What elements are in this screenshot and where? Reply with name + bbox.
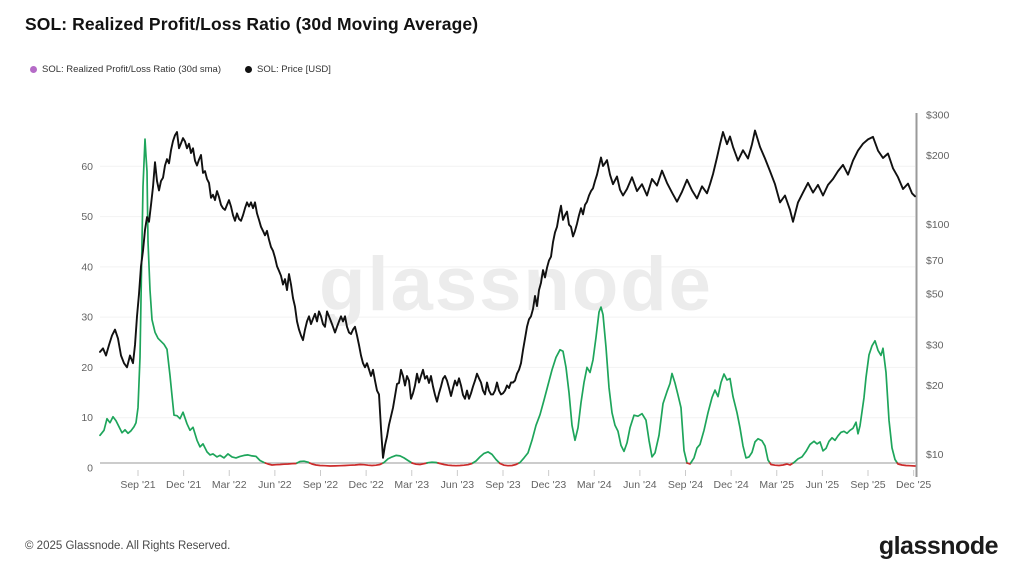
ratio-line-segment — [308, 462, 384, 467]
legend-item-price: SOL: Price [USD] — [245, 64, 331, 75]
x-tick-label: Dec '23 — [531, 479, 566, 491]
ratio-legend-label: SOL: Realized Profit/Loss Ratio (30d sma… — [42, 64, 221, 75]
footer-copyright: © 2025 Glassnode. All Rights Reserved. — [25, 540, 231, 552]
x-tick-label: Mar '23 — [394, 479, 429, 491]
x-tick-label: Mar '24 — [577, 479, 612, 491]
ratio-line-segment — [382, 454, 413, 464]
left-axis-tick-label: 10 — [81, 412, 93, 424]
x-tick-label: Jun '23 — [441, 479, 475, 491]
x-tick-label: Dec '22 — [348, 479, 383, 491]
x-tick-label: Sep '25 — [850, 479, 885, 491]
ratio-line-segment — [264, 462, 298, 466]
left-axis-tick-label: 50 — [81, 211, 93, 223]
ratio-line-segment — [498, 462, 520, 467]
ratio-line-segment — [769, 462, 795, 467]
left-axis-tick-label: 60 — [81, 161, 93, 173]
right-axis-tick-label: $50 — [926, 288, 944, 300]
ratio-legend-dot-icon — [30, 66, 37, 73]
x-tick-label: Sep '21 — [120, 479, 155, 491]
x-tick-label: Mar '25 — [759, 479, 794, 491]
ratio-line-segment — [437, 462, 474, 467]
glassnode-logo: glassnode — [878, 532, 999, 560]
ratio-line-segment — [518, 306, 688, 464]
right-axis-tick-label: $100 — [926, 219, 950, 231]
legend-item-ratio: SOL: Realized Profit/Loss Ratio (30d sma… — [30, 64, 221, 75]
ratio-line-segment — [689, 373, 771, 464]
right-axis-tick-label: $20 — [926, 380, 944, 392]
x-tick-label: Dec '25 — [896, 479, 931, 491]
x-tick-label: Sep '24 — [668, 479, 703, 491]
price-line — [99, 129, 916, 459]
ratio-line-segment — [296, 460, 311, 464]
x-tick-label: Sep '22 — [303, 479, 338, 491]
x-tick-label: Dec '24 — [713, 479, 748, 491]
left-axis-tick-label: 20 — [81, 362, 93, 374]
right-axis-tick-label: $300 — [926, 110, 950, 122]
right-axis-tick-label: $70 — [926, 255, 944, 267]
price-legend-label: SOL: Price [USD] — [257, 64, 331, 75]
right-axis-tick-label: $200 — [926, 150, 950, 162]
x-tick-label: Dec '21 — [166, 479, 201, 491]
price-legend-dot-icon — [245, 66, 252, 73]
left-axis-tick-label: 30 — [81, 312, 93, 324]
x-tick-label: Jun '24 — [623, 479, 657, 491]
x-tick-label: Jun '22 — [258, 479, 292, 491]
ratio-line-segment — [896, 462, 916, 467]
x-tick-label: Jun '25 — [806, 479, 840, 491]
watermark-text: glassnode — [319, 242, 713, 327]
right-axis-tick-label: $30 — [926, 340, 944, 352]
chart-title: SOL: Realized Profit/Loss Ratio (30d Mov… — [25, 14, 479, 34]
ratio-line-segment — [792, 339, 899, 464]
left-axis-tick-label: 40 — [81, 261, 93, 273]
ratio-line-segment — [426, 461, 439, 464]
x-tick-label: Sep '23 — [485, 479, 520, 491]
ratio-line-segment — [411, 462, 428, 466]
right-axis-tick-label: $10 — [926, 449, 944, 461]
ratio-line-segment — [471, 451, 501, 464]
x-tick-label: Mar '22 — [212, 479, 247, 491]
left-axis-tick-label: 0 — [87, 463, 93, 475]
ratio-line-segment — [99, 138, 267, 464]
legend: SOL: Realized Profit/Loss Ratio (30d sma… — [30, 64, 331, 75]
